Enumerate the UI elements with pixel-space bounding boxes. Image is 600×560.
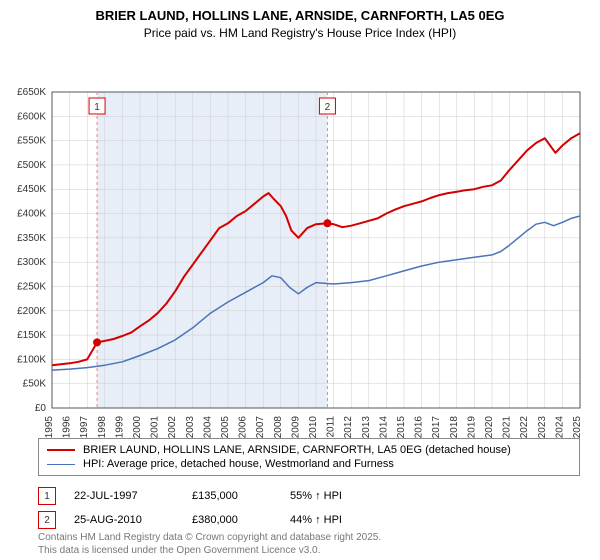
svg-text:2019: 2019 [466, 415, 477, 438]
svg-text:2010: 2010 [308, 415, 319, 438]
svg-text:£300K: £300K [17, 257, 46, 268]
svg-text:1999: 1999 [114, 415, 125, 438]
sale-date: 22-JUL-1997 [74, 490, 174, 502]
svg-text:2: 2 [325, 102, 331, 113]
svg-text:2023: 2023 [537, 415, 548, 438]
svg-text:2001: 2001 [150, 415, 161, 438]
svg-text:£400K: £400K [17, 208, 46, 219]
svg-text:1998: 1998 [97, 415, 108, 438]
svg-text:2016: 2016 [414, 415, 425, 438]
footer-line2: This data is licensed under the Open Gov… [38, 545, 381, 558]
svg-text:2018: 2018 [449, 415, 460, 438]
svg-text:£550K: £550K [17, 136, 46, 147]
legend-row: HPI: Average price, detached house, West… [47, 457, 571, 471]
svg-text:2000: 2000 [132, 415, 143, 438]
svg-text:2012: 2012 [343, 415, 354, 438]
svg-text:2008: 2008 [273, 415, 284, 438]
sale-row: 1 22-JUL-1997 £135,000 55% ↑ HPI [38, 484, 580, 508]
svg-text:£350K: £350K [17, 233, 46, 244]
sale-badge: 2 [38, 511, 56, 529]
svg-text:2013: 2013 [361, 415, 372, 438]
sale-row: 2 25-AUG-2010 £380,000 44% ↑ HPI [38, 508, 580, 532]
legend: BRIER LAUND, HOLLINS LANE, ARNSIDE, CARN… [38, 438, 580, 476]
svg-text:2017: 2017 [431, 415, 442, 438]
sale-hpi: 44% ↑ HPI [290, 514, 390, 526]
sale-date: 25-AUG-2010 [74, 514, 174, 526]
chart-subtitle: Price paid vs. HM Land Registry's House … [0, 25, 600, 40]
svg-text:1997: 1997 [79, 415, 90, 438]
svg-text:2014: 2014 [378, 415, 389, 438]
svg-text:2009: 2009 [290, 415, 301, 438]
sale-badge: 1 [38, 487, 56, 505]
sale-hpi: 55% ↑ HPI [290, 490, 390, 502]
svg-text:£200K: £200K [17, 306, 46, 317]
svg-text:2025: 2025 [572, 415, 583, 438]
legend-label: HPI: Average price, detached house, West… [83, 458, 394, 470]
sale-price: £135,000 [192, 490, 272, 502]
footer-line1: Contains HM Land Registry data © Crown c… [38, 532, 381, 545]
legend-row: BRIER LAUND, HOLLINS LANE, ARNSIDE, CARN… [47, 443, 571, 457]
svg-text:£100K: £100K [17, 354, 46, 365]
svg-text:2024: 2024 [554, 415, 565, 438]
svg-text:2011: 2011 [326, 415, 337, 437]
legend-swatch [47, 464, 75, 465]
svg-text:£0: £0 [35, 403, 47, 414]
svg-text:2007: 2007 [255, 415, 266, 438]
svg-text:£500K: £500K [17, 160, 46, 171]
legend-label: BRIER LAUND, HOLLINS LANE, ARNSIDE, CARN… [83, 444, 511, 456]
svg-text:2021: 2021 [502, 415, 513, 438]
svg-text:2015: 2015 [396, 415, 407, 438]
svg-text:£450K: £450K [17, 184, 46, 195]
svg-text:2002: 2002 [167, 415, 178, 438]
legend-swatch [47, 449, 75, 451]
svg-text:2022: 2022 [519, 415, 530, 438]
chart-title: BRIER LAUND, HOLLINS LANE, ARNSIDE, CARN… [0, 0, 600, 25]
svg-text:2004: 2004 [202, 415, 213, 438]
svg-text:2003: 2003 [185, 415, 196, 438]
svg-text:1996: 1996 [62, 415, 73, 438]
svg-text:2005: 2005 [220, 415, 231, 438]
svg-text:£600K: £600K [17, 111, 46, 122]
svg-text:£250K: £250K [17, 281, 46, 292]
sales-table: 1 22-JUL-1997 £135,000 55% ↑ HPI 2 25-AUG-201… [38, 484, 580, 532]
svg-text:1995: 1995 [44, 415, 55, 438]
sale-price: £380,000 [192, 514, 272, 526]
price-chart: £0 £50K £100K £150K £200K £250K £300K £350K £400… [0, 40, 600, 470]
svg-text:£150K: £150K [17, 330, 46, 341]
svg-text:£50K: £50K [23, 379, 47, 390]
svg-text:2006: 2006 [238, 415, 249, 438]
footer-attribution: Contains HM Land Registry data © Crown c… [38, 532, 381, 557]
svg-text:2020: 2020 [484, 415, 495, 438]
svg-text:1: 1 [94, 102, 100, 113]
svg-text:£650K: £650K [17, 87, 46, 98]
